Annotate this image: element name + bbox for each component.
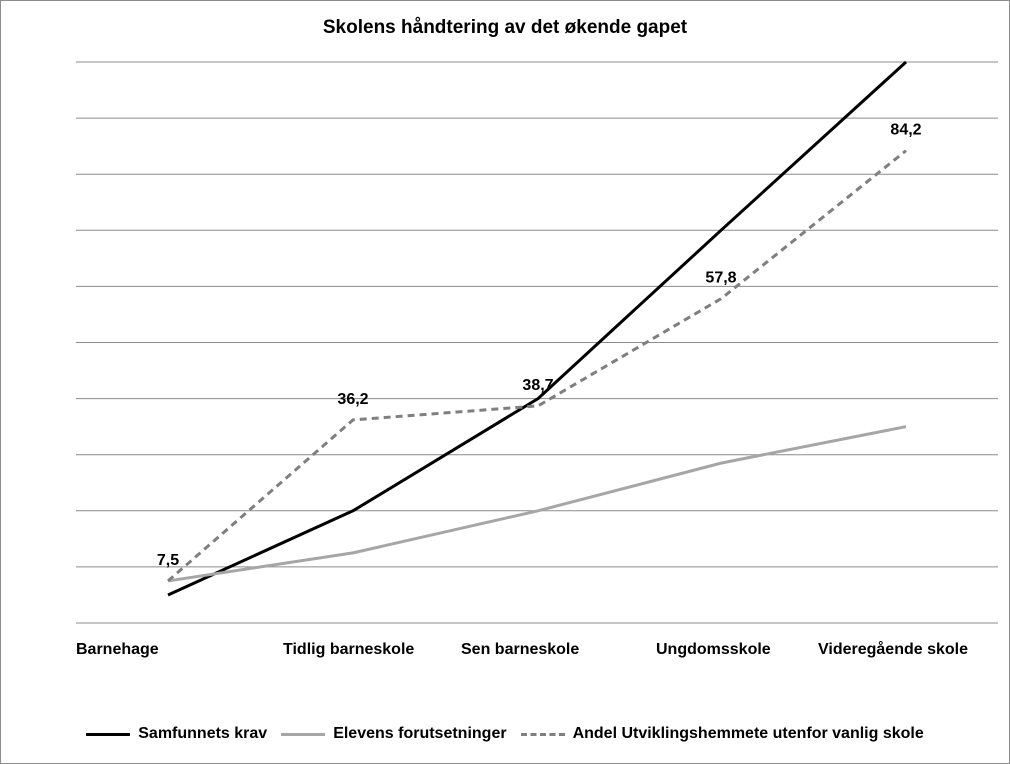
x-tick-label: Tidlig barneskole: [283, 641, 414, 658]
data-label: 36,2: [337, 391, 368, 408]
legend-swatch: [86, 732, 131, 736]
series-line-2: [167, 149, 907, 583]
legend-item-elevens-forutsetninger: Elevens forutsetninger: [281, 725, 507, 743]
data-label: 38,7: [522, 377, 553, 394]
legend-item-samfunnets-krav: Samfunnets krav: [86, 725, 267, 743]
data-labels: 7,5 36,2 38,7 57,8 84,2: [157, 122, 922, 569]
chart-title: Skolens håndtering av det økende gapet: [322, 17, 688, 38]
series-line-0: [167, 60, 908, 597]
legend-item-andel-utviklingshemmete: Andel Utviklingshemmete utenfor vanlig s…: [520, 725, 924, 743]
series-line-1: [167, 425, 907, 583]
gridlines: [76, 61, 998, 624]
legend-label: Andel Utviklingshemmete utenfor vanlig s…: [572, 725, 924, 742]
legend-label: Elevens forutsetninger: [333, 725, 507, 742]
x-tick-label: Videregående skole: [818, 640, 968, 658]
x-axis-tick-labels: Barnehage Tidlig barneskole Sen barneskole…: [76, 640, 968, 658]
series-lines: [167, 60, 908, 597]
x-tick-label: Sen barneskole: [461, 641, 579, 658]
legend-swatch: [520, 732, 565, 736]
data-label: 57,8: [705, 270, 736, 287]
legend-swatch: [281, 732, 326, 736]
data-label: 7,5: [157, 552, 179, 569]
x-tick-label: Barnehage: [76, 641, 159, 658]
x-tick-label: Ungdomsskole: [656, 641, 771, 658]
legend: Samfunnets krav Elevens forutsetninger A…: [1, 725, 1009, 743]
data-label: 84,2: [890, 122, 921, 139]
legend-label: Samfunnets krav: [138, 725, 268, 742]
plot-area: 7,5 36,2 38,7 57,8 84,2 Barnehage Tidlig barn…: [76, 60, 998, 658]
